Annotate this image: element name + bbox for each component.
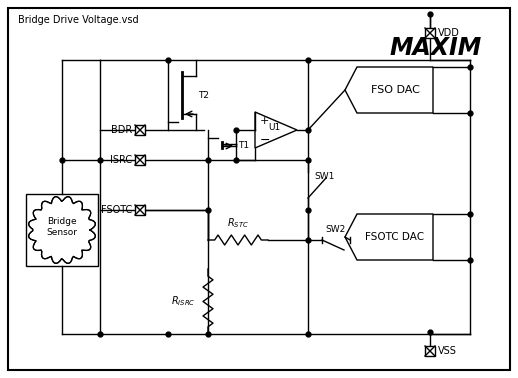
Bar <box>425 346 435 356</box>
Bar <box>26 194 98 266</box>
Text: $R_{STC}$: $R_{STC}$ <box>227 216 249 230</box>
Bar <box>135 155 145 165</box>
Text: T1: T1 <box>238 141 249 150</box>
Text: VSS: VSS <box>438 346 457 356</box>
Bar <box>425 28 435 38</box>
Text: +: + <box>260 116 269 126</box>
Text: BDR: BDR <box>111 125 132 135</box>
Text: FSOTC DAC: FSOTC DAC <box>365 232 425 242</box>
Text: −: − <box>260 133 270 147</box>
Bar <box>135 205 145 215</box>
Text: FSOTC: FSOTC <box>100 205 132 215</box>
Text: SW1: SW1 <box>314 172 335 181</box>
Text: Bridge
Sensor: Bridge Sensor <box>47 217 78 237</box>
Bar <box>135 125 145 135</box>
Text: MAXIM: MAXIM <box>390 36 482 60</box>
Text: ISRC: ISRC <box>110 155 132 165</box>
Text: $R_{ISRC}$: $R_{ISRC}$ <box>171 294 195 308</box>
Text: FSO DAC: FSO DAC <box>370 85 420 95</box>
Text: SW2: SW2 <box>326 225 346 234</box>
Text: U1: U1 <box>268 124 280 133</box>
Text: Bridge Drive Voltage.vsd: Bridge Drive Voltage.vsd <box>18 15 139 25</box>
Text: VDD: VDD <box>438 28 460 38</box>
Polygon shape <box>28 197 95 263</box>
Text: T2: T2 <box>198 90 209 99</box>
